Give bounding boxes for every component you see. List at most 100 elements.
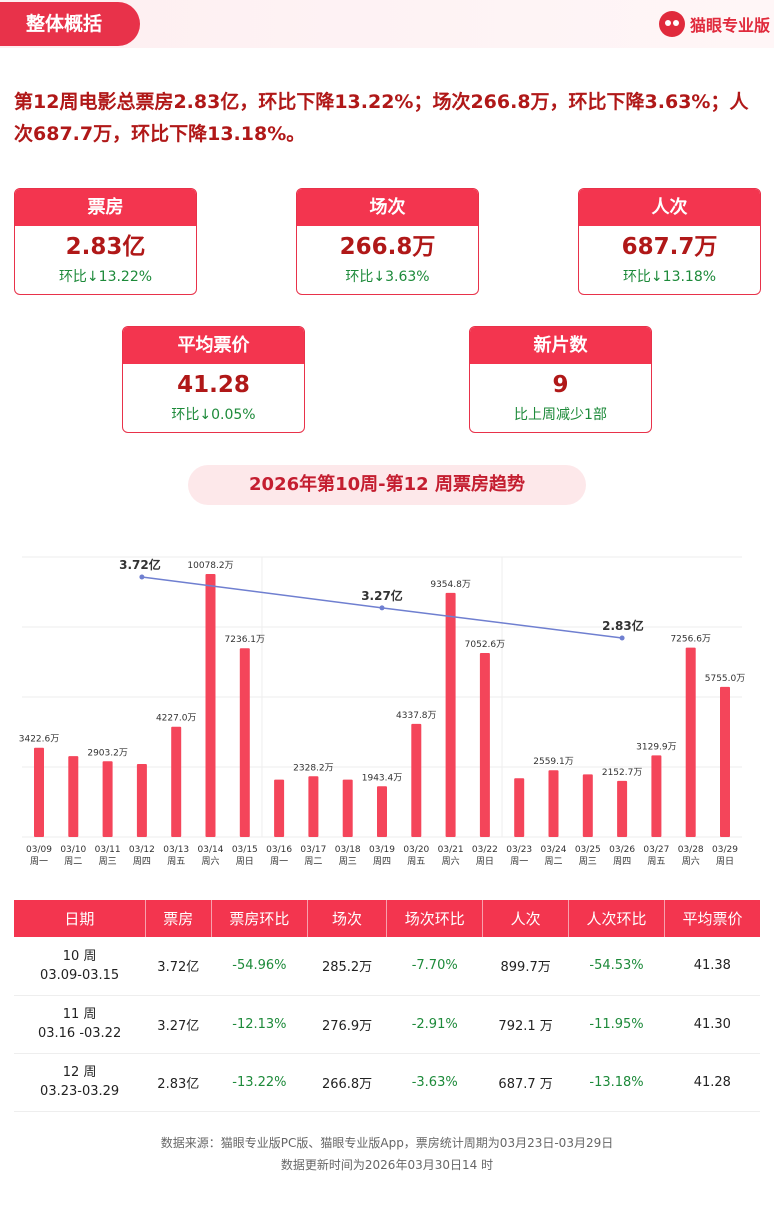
bar-03/20 <box>411 723 422 837</box>
shows-cell: 276.9万 <box>307 995 387 1054</box>
x-tick-date: 03/19 <box>369 845 395 855</box>
x-tick-weekday: 周一 <box>510 856 528 867</box>
box-cell: 2.83亿 <box>145 1053 212 1112</box>
data-source-note: 数据来源：猫眼专业版PC版、猫眼专业版App，票房统计周期为03月23日-03月… <box>160 1136 614 1150</box>
x-tick-weekday: 周四 <box>133 856 151 867</box>
card-value: 9 <box>552 372 569 398</box>
x-tick-weekday: 周二 <box>64 856 82 867</box>
trend-point-label: 2.83亿 <box>602 618 644 633</box>
col-header: 场次环比 <box>386 900 484 937</box>
x-tick-weekday: 周五 <box>167 856 185 867</box>
x-tick-weekday: 周六 <box>201 855 219 867</box>
card-title: 票房 <box>15 189 196 226</box>
bar-03/15 <box>239 648 250 837</box>
bar-value-label: 7052.6万 <box>465 640 506 650</box>
bar-03/26 <box>617 780 628 837</box>
bar-03/27 <box>651 755 662 837</box>
bar-value-label: 2152.7万 <box>602 768 643 778</box>
bar-03/28 <box>685 647 696 837</box>
x-tick-weekday: 周日 <box>476 856 494 867</box>
week-range: 03.23-03.29 <box>40 1084 120 1099</box>
bar-03/29 <box>720 686 730 837</box>
shows-cell: 285.2万 <box>307 937 387 996</box>
shows-change-cell: -3.63% <box>386 1053 483 1112</box>
x-tick-date: 03/29 <box>712 845 738 855</box>
update-time-note: 数据更新时间为2026年03月30日14 时 <box>280 1158 494 1172</box>
admissions-change-cell: -54.53% <box>568 937 665 996</box>
box-change-cell: -12.13% <box>211 995 308 1054</box>
bar-value-label: 5755.0万 <box>705 674 746 684</box>
x-tick-weekday: 周二 <box>544 856 562 867</box>
week-range: 03.09-03.15 <box>40 967 120 983</box>
x-tick-date: 03/16 <box>266 845 292 855</box>
bar-value-label: 10078.2万 <box>187 561 233 571</box>
shows-change-cell: -2.91% <box>386 995 483 1054</box>
table-row: 12 周 03.23-03.29 2.83亿 -13.22% 266.8万 -3.… <box>14 1053 760 1112</box>
col-header: 人次环比 <box>568 900 666 937</box>
bar-value-label: 4337.8万 <box>396 711 437 721</box>
week-cell: 10 周 03.09-03.15 <box>14 937 146 996</box>
card-title: 人次 <box>579 189 760 226</box>
admissions-cell: 899.7万 <box>482 937 569 996</box>
x-tick-weekday: 周三 <box>579 856 597 867</box>
x-tick-date: 03/11 <box>95 845 121 855</box>
avg-price-cell: 41.38 <box>664 937 760 996</box>
x-tick-weekday: 周五 <box>647 856 665 867</box>
box-cell: 3.72亿 <box>145 937 212 996</box>
x-tick-weekday: 周四 <box>373 856 391 867</box>
new-films-card: 新片数 9 比上周减少1部 <box>469 326 652 433</box>
bar-03/19 <box>377 786 387 837</box>
x-tick-date: 03/21 <box>438 845 464 855</box>
x-tick-weekday: 周五 <box>407 856 425 867</box>
bar-03/10 <box>68 756 79 837</box>
x-tick-date: 03/22 <box>472 845 498 855</box>
col-header: 人次 <box>482 900 569 937</box>
admissions-change-cell: -13.18% <box>568 1053 665 1112</box>
bar-03/09 <box>34 747 44 837</box>
x-tick-date: 03/14 <box>198 845 224 855</box>
box-office-trend-chart: 3422.6万03/09周一03/10周二2903.2万03/11周三03/12… <box>19 556 746 867</box>
bar-value-label: 3422.6万 <box>19 735 60 745</box>
bar-value-label: 2559.1万 <box>533 757 574 767</box>
x-tick-date: 03/15 <box>232 845 258 855</box>
x-tick-date: 03/12 <box>129 845 155 855</box>
avg-price-cell: 41.30 <box>664 995 760 1054</box>
x-tick-weekday: 周三 <box>99 856 117 867</box>
x-tick-date: 03/27 <box>643 845 669 855</box>
bar-03/14 <box>205 574 216 837</box>
x-tick-date: 03/13 <box>163 845 189 855</box>
table-row: 11 周 03.16 -03.22 3.27亿 -12.13% 276.9万 -2… <box>14 995 760 1054</box>
col-header: 票房 <box>145 900 212 937</box>
top-bar: 整体概括 猫眼专业版 <box>0 0 774 48</box>
trend-point <box>139 574 145 580</box>
trend-point-label: 3.27亿 <box>361 588 403 603</box>
week-cell: 11 周 03.16 -03.22 <box>14 995 146 1054</box>
weekly-stats-table: 日期 票房 票房环比 场次 场次环比 人次 人次环比 平均票价 10 周 03.0… <box>14 900 760 1112</box>
x-tick-weekday: 周三 <box>339 856 357 867</box>
bar-value-label: 1943.4万 <box>362 773 403 783</box>
x-tick-date: 03/26 <box>609 845 635 855</box>
footer: 数据来源：猫眼专业版PC版、猫眼专业版App，票房统计周期为03月23日-03月… <box>0 1132 774 1176</box>
col-header: 平均票价 <box>664 900 760 937</box>
x-tick-weekday: 周日 <box>716 856 734 867</box>
x-tick-weekday: 周四 <box>613 856 631 867</box>
col-header: 票房环比 <box>211 900 308 937</box>
card-change: 环比↓13.18% <box>622 269 717 285</box>
shows-cell: 266.8万 <box>307 1053 387 1112</box>
box-office-card: 票房 2.83亿 环比↓13.22% <box>14 188 197 295</box>
admissions-change-cell: -11.95% <box>568 995 665 1054</box>
maoyan-logo-icon <box>658 11 685 37</box>
x-tick-date: 03/10 <box>60 845 86 855</box>
bar-03/21 <box>445 592 456 837</box>
week-label: 10 周 <box>62 948 97 964</box>
x-tick-weekday: 周一 <box>270 856 288 867</box>
brand-name: 猫眼专业版 <box>689 16 770 35</box>
bar-value-label: 3129.9万 <box>636 742 677 752</box>
week-cell: 12 周 03.23-03.29 <box>14 1053 146 1112</box>
trend-point <box>619 635 625 641</box>
col-header: 场次 <box>307 900 388 937</box>
bar-03/12 <box>136 763 147 837</box>
card-value: 687.7万 <box>621 234 718 260</box>
brand: 猫眼专业版 <box>658 10 770 38</box>
x-tick-date: 03/09 <box>26 845 52 855</box>
